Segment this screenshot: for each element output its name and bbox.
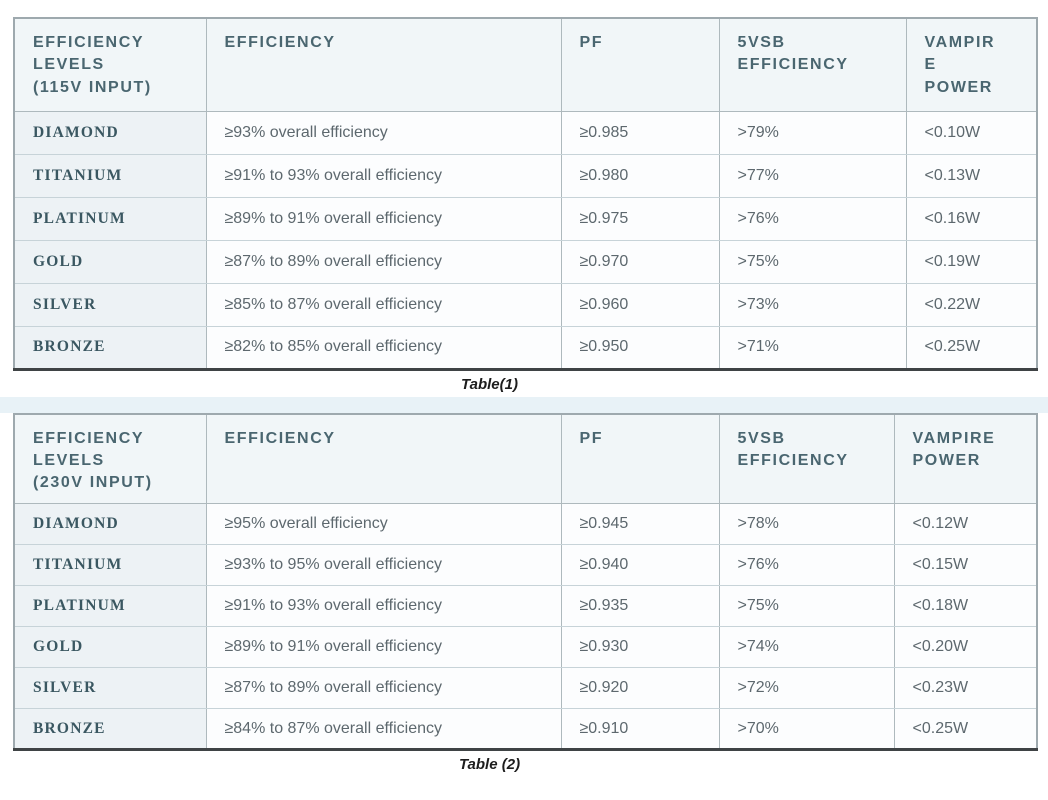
pf-cell: ≥0.960 [560,282,720,327]
col-header-5vsb-efficiency: 5VSB EFFICIENCY [718,17,907,112]
separator-band [0,396,1048,413]
table-row-diamond: DIAMOND ≥93% overall efficiency ≥0.985 >… [13,110,1038,155]
col-header-5vsb-efficiency: 5VSB EFFICIENCY [718,413,895,504]
vampire-cell: <0.16W [905,196,1038,241]
table-row-gold: GOLD ≥89% to 91% overall efficiency ≥0.9… [13,626,1038,668]
pf-cell: ≥0.985 [560,110,720,155]
5vsb-cell: >76% [718,544,895,586]
5vsb-cell: >71% [718,325,907,370]
5vsb-cell: >72% [718,667,895,709]
table-row-silver: SILVER ≥87% to 89% overall efficiency ≥0… [13,667,1038,709]
efficiency-cell: ≥91% to 93% overall efficiency [205,153,562,198]
vampire-cell: <0.13W [905,153,1038,198]
5vsb-cell: >73% [718,282,907,327]
5vsb-cell: >75% [718,585,895,627]
col-header-pf: PF [560,17,720,112]
vampire-cell: <0.25W [893,708,1038,750]
header-row: EFFICIENCY LEVELS (115V INPUT) EFFICIENC… [13,17,1038,112]
level-cell: SILVER [13,282,207,327]
efficiency-cell: ≥87% to 89% overall efficiency [205,239,562,284]
efficiency-cell: ≥84% to 87% overall efficiency [205,708,562,750]
efficiency-cell: ≥91% to 93% overall efficiency [205,585,562,627]
5vsb-cell: >74% [718,626,895,668]
col-header-pf: PF [560,413,720,504]
pf-cell: ≥0.930 [560,626,720,668]
vampire-cell: <0.10W [905,110,1038,155]
table-row-bronze: BRONZE ≥84% to 87% overall efficiency ≥0… [13,708,1038,750]
vampire-cell: <0.19W [905,239,1038,284]
efficiency-cell: ≥89% to 91% overall efficiency [205,626,562,668]
vampire-cell: <0.25W [905,325,1038,370]
level-cell: GOLD [13,239,207,284]
pf-cell: ≥0.910 [560,708,720,750]
pf-cell: ≥0.970 [560,239,720,284]
pf-cell: ≥0.935 [560,585,720,627]
table-row-diamond: DIAMOND ≥95% overall efficiency ≥0.945 >… [13,503,1038,545]
vampire-cell: <0.18W [893,585,1038,627]
efficiency-cell: ≥89% to 91% overall efficiency [205,196,562,241]
efficiency-cell: ≥95% overall efficiency [205,503,562,545]
efficiency-cell: ≥93% to 95% overall efficiency [205,544,562,586]
col-header-efficiency: EFFICIENCY [205,413,562,504]
table2-caption: Table (2) [458,756,521,773]
5vsb-cell: >76% [718,196,907,241]
vampire-cell: <0.15W [893,544,1038,586]
5vsb-cell: >70% [718,708,895,750]
level-cell: DIAMOND [13,110,207,155]
level-cell: SILVER [13,667,207,709]
col-header-vampire-power: VAMPIR E POWER [905,17,1038,112]
pf-cell: ≥0.980 [560,153,720,198]
vampire-cell: <0.23W [893,667,1038,709]
5vsb-cell: >79% [718,110,907,155]
level-cell: BRONZE [13,325,207,370]
5vsb-cell: >75% [718,239,907,284]
efficiency-cell: ≥82% to 85% overall efficiency [205,325,562,370]
efficiency-table-230v: EFFICIENCY LEVELS (230V INPUT) EFFICIENC… [13,412,1038,751]
level-cell: BRONZE [13,708,207,750]
table1-caption: Table(1) [461,375,518,393]
table-row-silver: SILVER ≥85% to 87% overall efficiency ≥0… [13,282,1038,327]
table-row-titanium: TITANIUM ≥91% to 93% overall efficiency … [13,153,1038,198]
pf-cell: ≥0.920 [560,667,720,709]
level-cell: PLATINUM [13,585,207,627]
level-cell: DIAMOND [13,503,207,545]
pf-cell: ≥0.950 [560,325,720,370]
level-cell: TITANIUM [13,544,207,586]
col-header-efficiency: EFFICIENCY [205,17,562,112]
efficiency-cell: ≥93% overall efficiency [205,110,562,155]
level-cell: GOLD [13,626,207,668]
table-row-bronze: BRONZE ≥82% to 85% overall efficiency ≥0… [13,325,1038,370]
pf-cell: ≥0.940 [560,544,720,586]
table-row-platinum: PLATINUM ≥91% to 93% overall efficiency … [13,585,1038,627]
5vsb-cell: >77% [718,153,907,198]
col-header-vampire-power: VAMPIRE POWER [893,413,1038,504]
level-cell: PLATINUM [13,196,207,241]
pf-cell: ≥0.975 [560,196,720,241]
col-header-efficiency-levels-115v: EFFICIENCY LEVELS (115V INPUT) [13,17,207,112]
5vsb-cell: >78% [718,503,895,545]
vampire-cell: <0.22W [905,282,1038,327]
col-header-efficiency-levels-230v: EFFICIENCY LEVELS (230V INPUT) [13,413,207,504]
vampire-cell: <0.12W [893,503,1038,545]
efficiency-cell: ≥87% to 89% overall efficiency [205,667,562,709]
level-cell: TITANIUM [13,153,207,198]
pf-cell: ≥0.945 [560,503,720,545]
table-row-platinum: PLATINUM ≥89% to 91% overall efficiency … [13,196,1038,241]
efficiency-cell: ≥85% to 87% overall efficiency [205,282,562,327]
efficiency-table-115v: EFFICIENCY LEVELS (115V INPUT) EFFICIENC… [13,17,1038,371]
table-row-titanium: TITANIUM ≥93% to 95% overall efficiency … [13,544,1038,586]
header-row: EFFICIENCY LEVELS (230V INPUT) EFFICIENC… [13,413,1038,504]
vampire-cell: <0.20W [893,626,1038,668]
table-row-gold: GOLD ≥87% to 89% overall efficiency ≥0.9… [13,239,1038,284]
page: EFFICIENCY LEVELS (115V INPUT) EFFICIENC… [0,17,1048,773]
